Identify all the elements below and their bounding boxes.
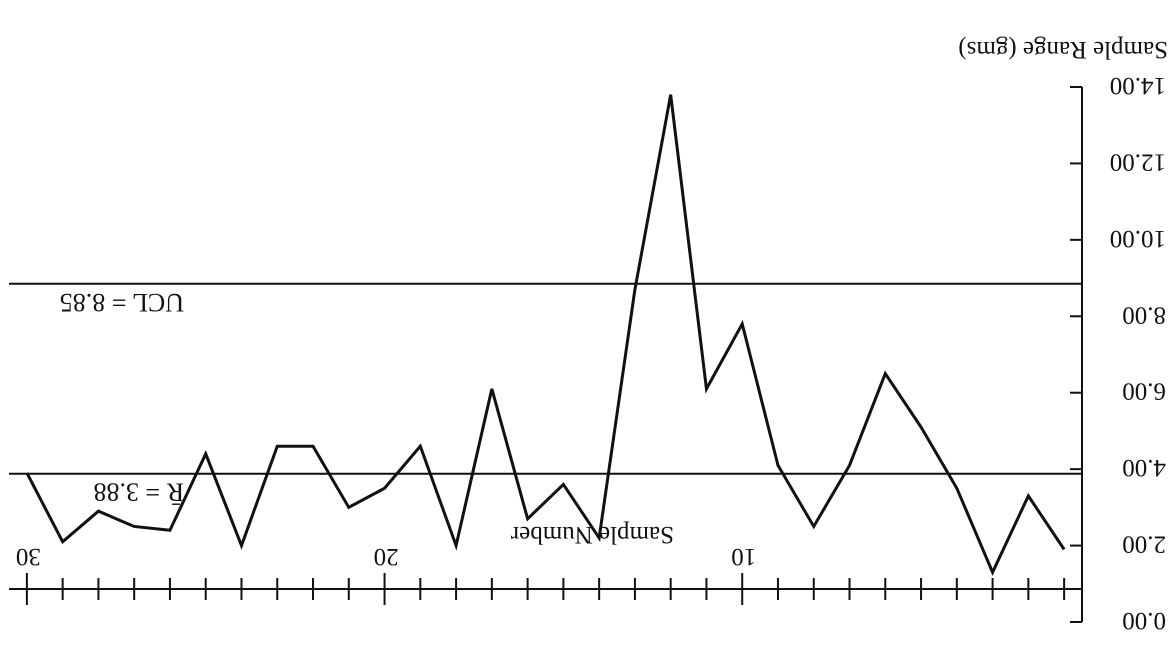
y-tick-label: 6.00 — [1122, 378, 1166, 405]
data-series — [25, 94, 1066, 576]
x-tick-label: 10 — [731, 543, 756, 570]
y-tick-label: 14.00 — [1110, 72, 1166, 99]
y-axis-title: Sample Range (gms) — [958, 36, 1168, 63]
axes — [9, 86, 1083, 623]
x-tick-label: 20 — [374, 543, 399, 570]
y-tick-label: 2.00 — [1122, 531, 1166, 558]
axis-labels: 0.00 2.00 4.00 6.00 8.00 10.00 12.00 14.00 10 20 3… — [16, 36, 1168, 634]
y-tick-label: 8.00 — [1122, 301, 1166, 328]
y-tick-label: 10.00 — [1110, 225, 1166, 252]
y-tick-label: 0.00 — [1122, 607, 1166, 634]
reference-lines: R̄ = 3.88 UCL = 8.85 — [9, 282, 1082, 507]
x-tick-label: 30 — [16, 543, 41, 570]
range-line — [25, 94, 1066, 576]
x-axis-title: Sample Number — [510, 521, 674, 548]
reference-line-label: UCL = 8.85 — [60, 288, 184, 317]
reference-line-label: R̄ = 3.88 — [93, 478, 184, 507]
y-tick-label: 12.00 — [1110, 148, 1166, 175]
y-tick-label: 4.00 — [1122, 454, 1166, 481]
